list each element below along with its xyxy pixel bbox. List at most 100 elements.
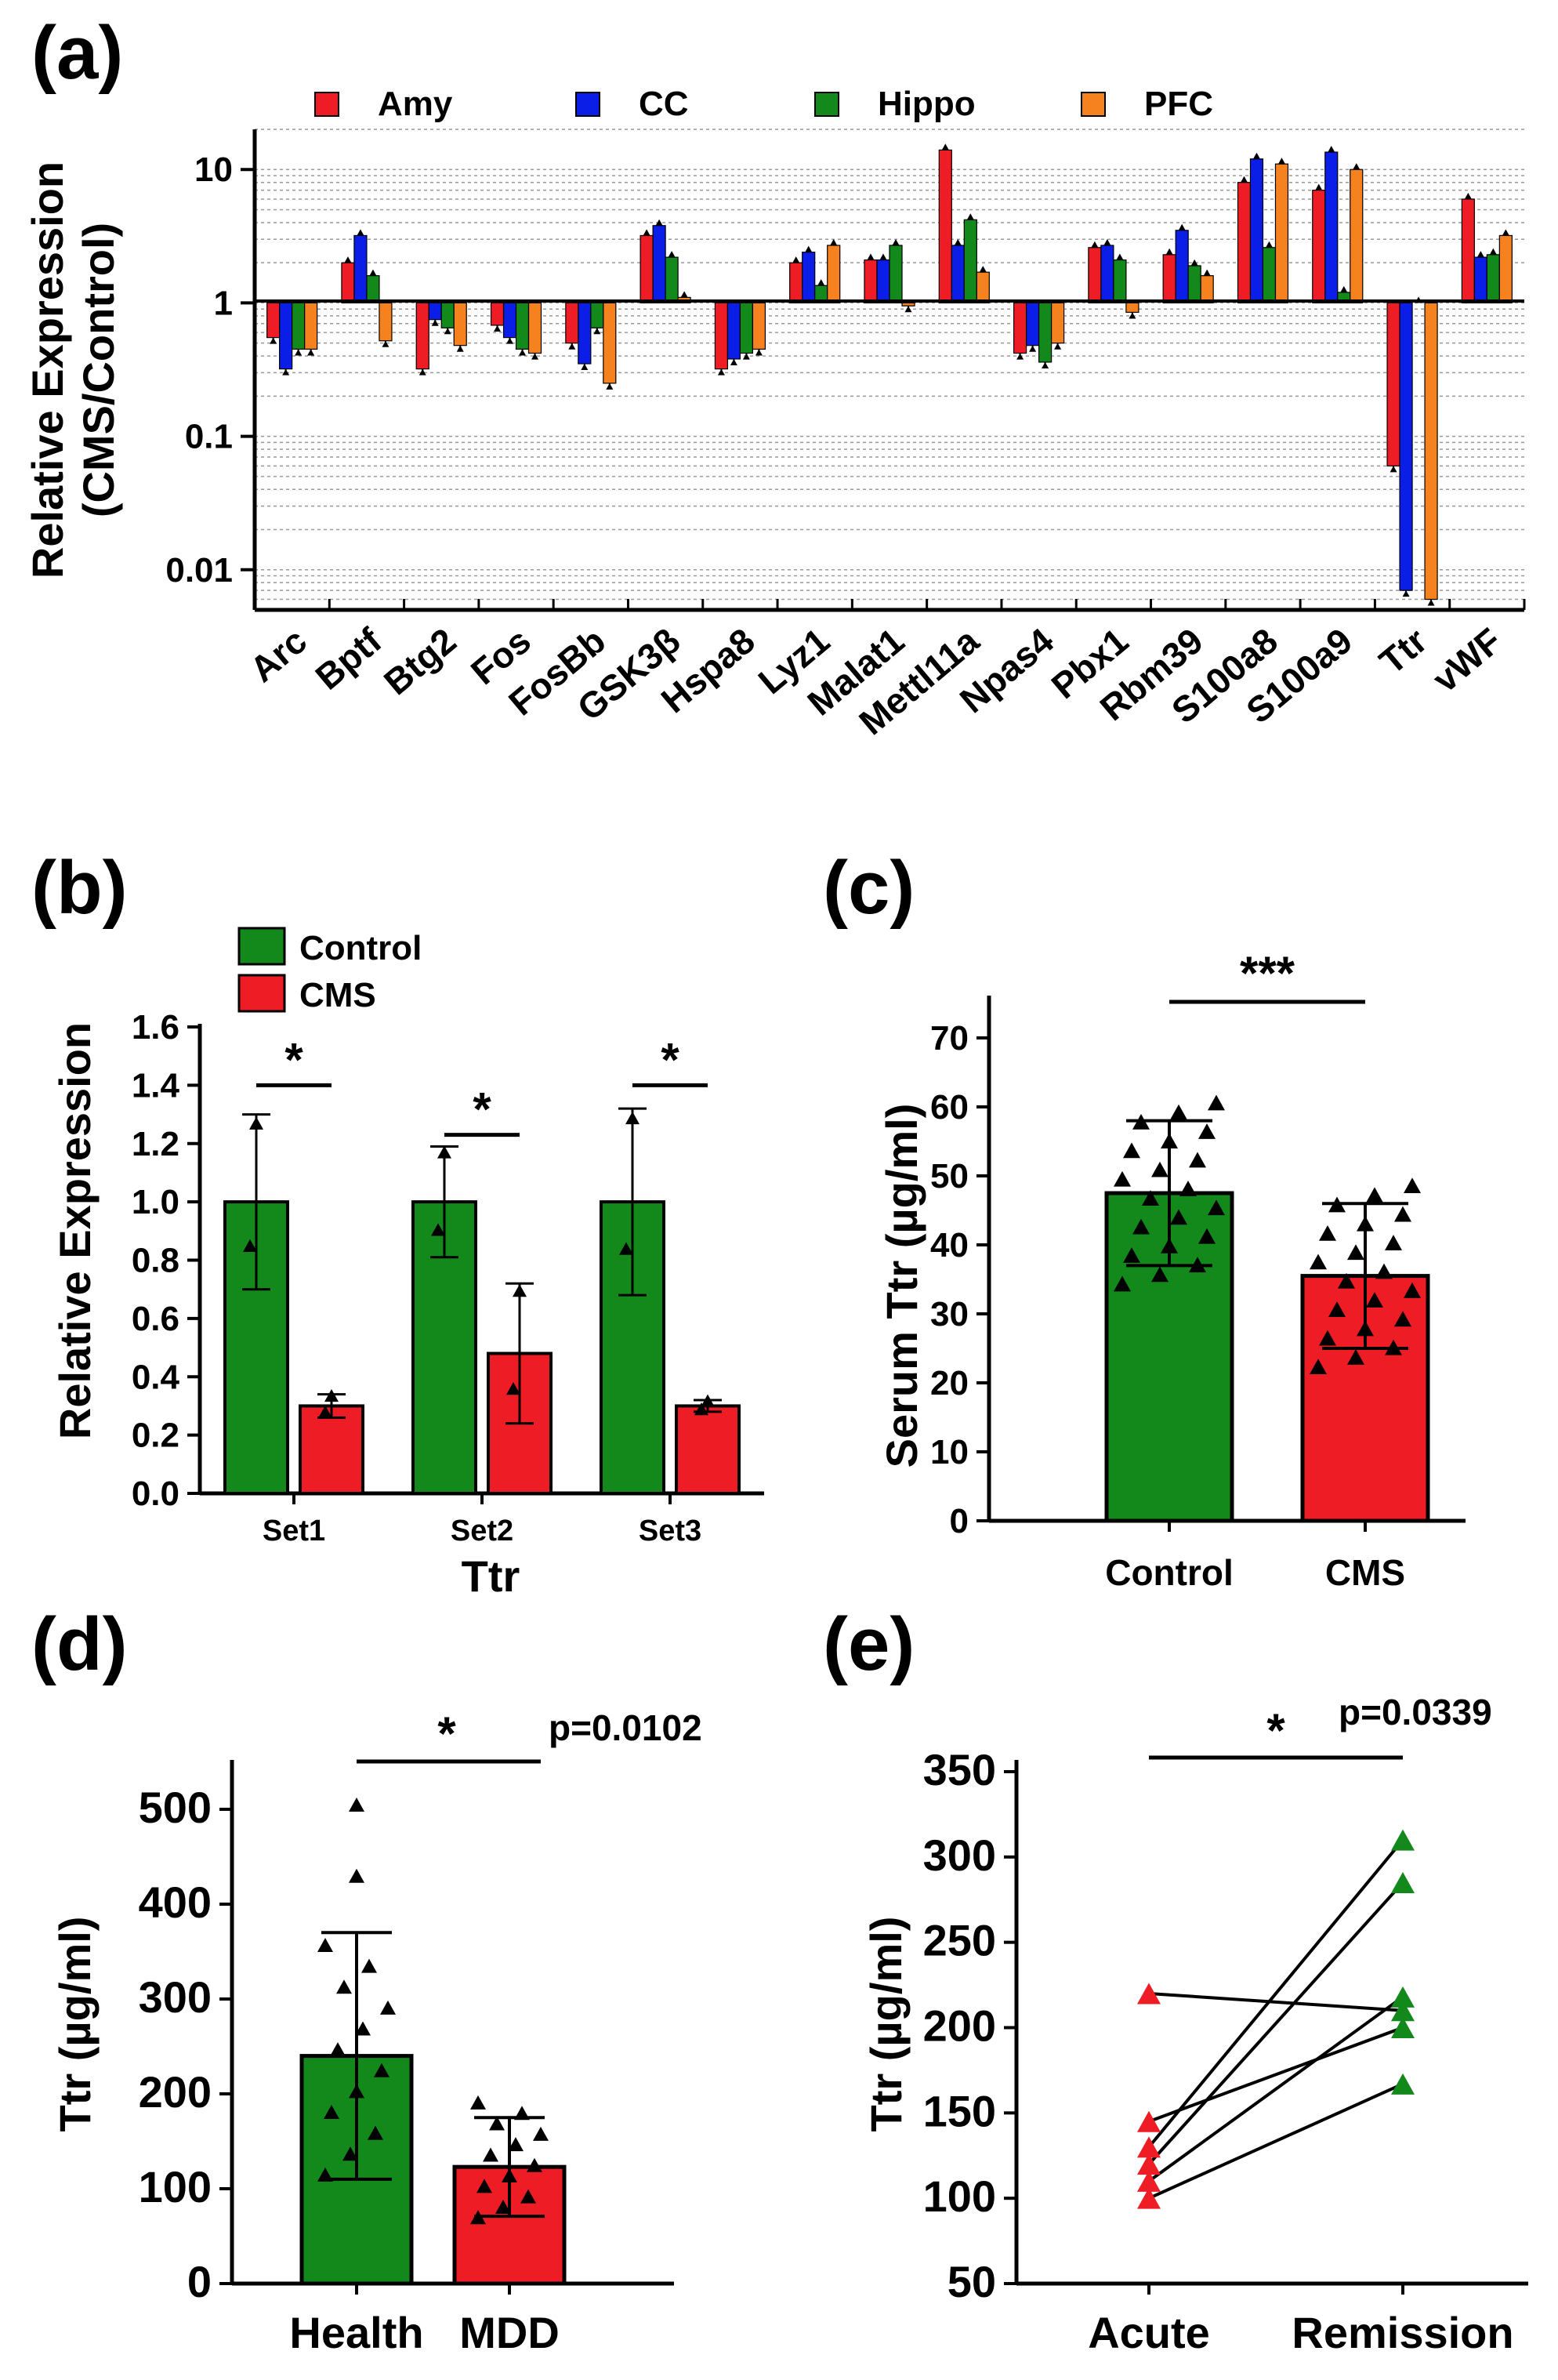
data-point (1357, 1320, 1374, 1337)
bar-amy (1162, 254, 1176, 304)
legend-label-cms: CMS (299, 976, 376, 1014)
data-point (1328, 1301, 1346, 1318)
bar-hippo (1262, 247, 1277, 304)
y-tick-label: 0.01 (165, 551, 233, 590)
p-value: p=0.0339 (1339, 1692, 1492, 1732)
data-point (317, 1938, 333, 1953)
data-point (344, 256, 352, 263)
significance-star: * (1266, 1704, 1285, 1757)
data-point (1198, 1123, 1216, 1139)
data-point (374, 2063, 390, 2077)
data-point (1132, 1113, 1150, 1130)
y-tick-label: 30 (930, 1295, 969, 1333)
data-point (506, 1382, 520, 1395)
data-point (1375, 1263, 1393, 1279)
data-point (349, 1868, 364, 1883)
x-tick-label-mdd: MDD (459, 2308, 560, 2357)
bar-cc (876, 259, 890, 304)
data-point (1252, 152, 1260, 159)
pair-line (1147, 1995, 1404, 2183)
significance-star: *** (1240, 947, 1295, 1000)
y-tick-label: 10 (930, 1433, 969, 1471)
panel-d: (d) 0 100 200 300 400 500 Health MDD * p=0.0102 T… (31, 1602, 702, 2357)
data-point (1103, 238, 1111, 246)
data-point (1404, 1282, 1421, 1298)
data-point (508, 2137, 524, 2152)
bar-pfc (901, 302, 915, 307)
bar-amy (266, 302, 281, 339)
bar-hippo (590, 302, 604, 328)
data-point (1116, 253, 1124, 260)
bar-amy (490, 302, 505, 326)
bar-hippo (889, 245, 903, 304)
data-point (295, 349, 303, 356)
bar-amy (938, 149, 952, 304)
bar-amy (864, 259, 878, 304)
y-tick-label: 60 (930, 1088, 969, 1127)
bar-cc (726, 302, 741, 360)
panel-b-xlabel: Ttr (462, 1551, 520, 1601)
data-point (1366, 1187, 1383, 1203)
p-value: p=0.0102 (549, 1707, 702, 1748)
data-point (437, 1145, 451, 1159)
data-point (1151, 1266, 1168, 1283)
bar-cc (1473, 256, 1487, 304)
data-point (1161, 1133, 1178, 1149)
y-tick-label: 0.4 (132, 1358, 180, 1396)
data-point (355, 2021, 371, 2036)
bar-hippo (739, 302, 754, 354)
panel-b: (b) 0.0 0.2 0.4 0.6 0.8 1.0 1.2 1.4 1.6 Set1 * Set2… (31, 846, 764, 1601)
bar-pfc (379, 302, 393, 342)
data-point-remission (1391, 2017, 1415, 2038)
data-point (1340, 285, 1348, 292)
significance-star: * (437, 1707, 456, 1760)
bar-amy (565, 302, 579, 344)
data-point (1189, 1152, 1206, 1168)
x-label-ttr: Ttr (1371, 620, 1434, 682)
bar-hippo (1486, 254, 1500, 304)
data-point (324, 2104, 339, 2119)
legend-swatch-hippo (814, 92, 839, 117)
panel-d-plot: 0 100 200 300 400 500 Health MDD * p=0.0102 (139, 1707, 702, 2357)
bar-cc (1324, 151, 1339, 304)
x-label-vwf: vWF (1425, 620, 1509, 700)
data-point-remission (1391, 1986, 1415, 2008)
data-point (349, 1797, 364, 1812)
data-point (941, 143, 949, 151)
data-point (431, 1223, 445, 1236)
data-point (1189, 1257, 1206, 1273)
data-point-acute (1137, 1983, 1161, 2004)
data-point (1129, 312, 1136, 319)
data-point (655, 219, 663, 226)
panel-e-ylabel: Ttr (µg/ml) (861, 1917, 911, 2132)
data-point (531, 353, 539, 360)
y-tick-label: 1.0 (132, 1183, 179, 1221)
data-point (520, 2189, 536, 2204)
y-tick-label: 70 (930, 1019, 969, 1058)
data-point (1394, 1311, 1411, 1327)
data-point (742, 353, 750, 360)
data-point (1178, 223, 1186, 230)
data-point-remission (1391, 2073, 1415, 2095)
data-point (1310, 1359, 1327, 1374)
data-point (489, 2116, 505, 2131)
bar-pfc (752, 302, 766, 350)
panel-a-label: (a) (31, 11, 123, 95)
bar-amy (789, 262, 803, 304)
panel-b-ylabel: Relative Expression (50, 1022, 100, 1439)
data-point (1315, 183, 1323, 190)
data-point (1390, 466, 1397, 473)
data-point (1502, 229, 1509, 236)
data-point (470, 2095, 486, 2110)
data-point (1114, 1170, 1131, 1187)
bar-amy (1088, 247, 1102, 304)
data-point (643, 229, 650, 236)
data-point (1240, 176, 1248, 183)
bar-amy (1013, 302, 1027, 354)
data-point-remission (1391, 2000, 1415, 2022)
data-point (533, 2126, 549, 2141)
data-point (317, 2167, 333, 2182)
pair-line (1147, 1838, 1404, 2149)
data-point (701, 1394, 715, 1407)
